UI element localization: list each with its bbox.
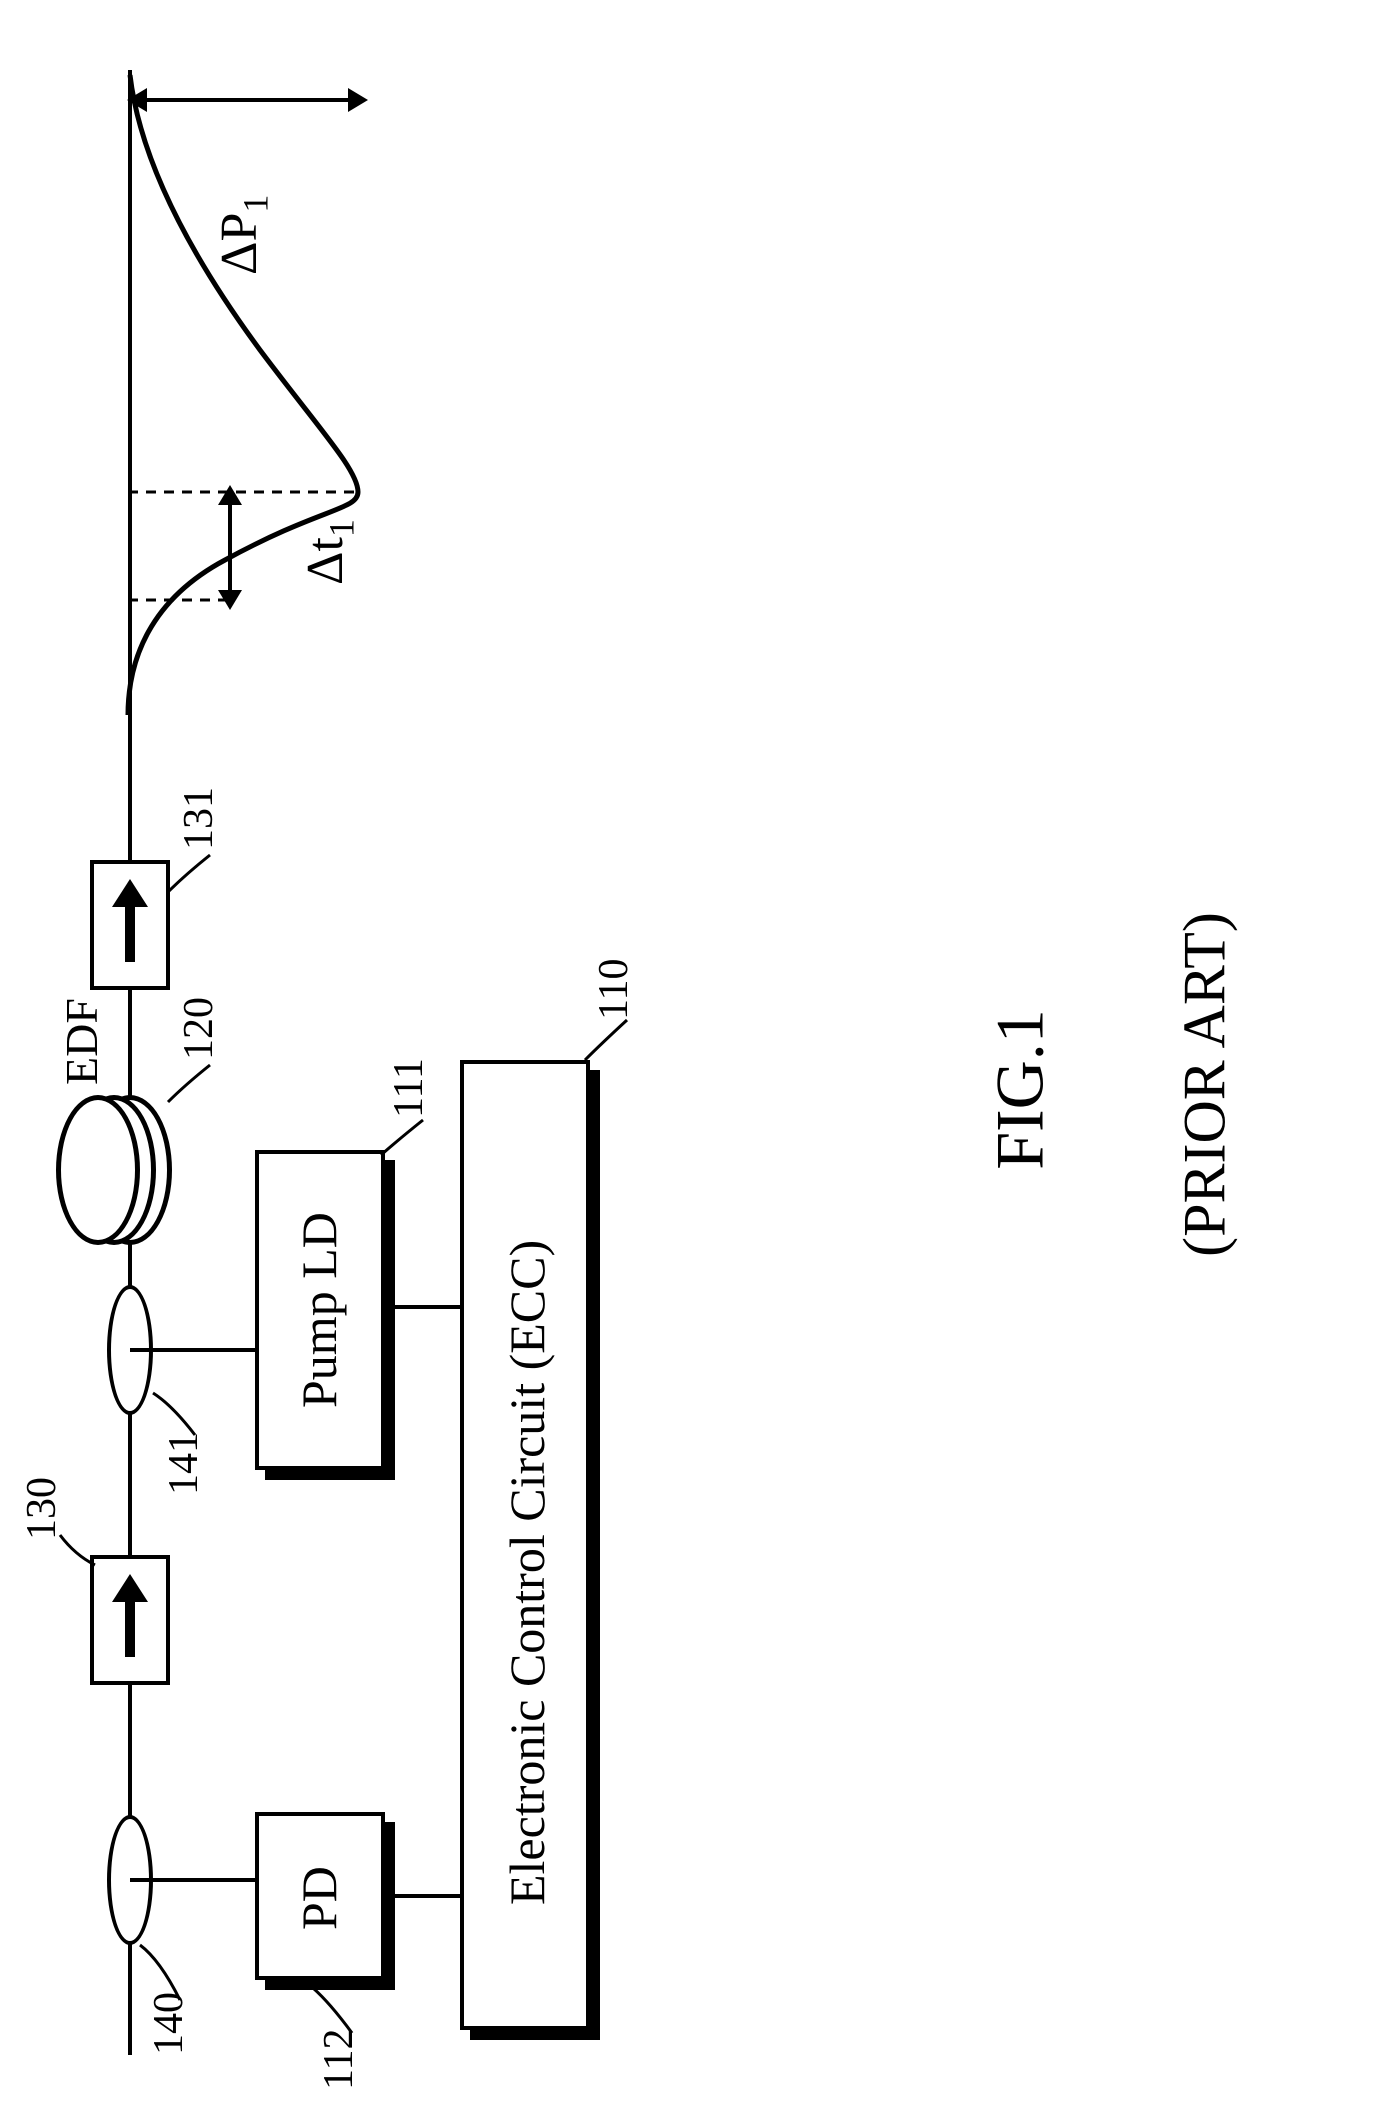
pump-ecc-line	[385, 1305, 460, 1309]
ref-131: 131	[175, 787, 223, 850]
delta-t-sub: 1	[321, 519, 361, 537]
ref-130: 130	[18, 1477, 66, 1540]
coupler-141-tap	[130, 1348, 255, 1352]
pd-label: PD	[290, 1866, 348, 1930]
delta-t-arrow	[200, 480, 260, 615]
isolator-131-arrow	[100, 877, 160, 973]
ref-140: 140	[145, 1992, 193, 2055]
ref-110-leader	[582, 1015, 632, 1065]
coupler-140-tap	[130, 1878, 255, 1882]
ref-131-leader	[165, 850, 215, 900]
edf-coil-1	[56, 1095, 140, 1245]
pump-label: Pump LD	[290, 1212, 348, 1408]
ecc-label: Electronic Control Circuit (ECC)	[498, 1240, 556, 1905]
ref-141: 141	[160, 1432, 208, 1495]
figure-caption-2: (PRIOR ART)	[1171, 785, 1240, 1385]
delta-t-label: Δt1	[296, 519, 362, 585]
ref-110: 110	[590, 959, 638, 1020]
delta-p-sub: 1	[235, 195, 275, 213]
ref-111-leader	[378, 1115, 428, 1160]
edf-label: EDF	[55, 998, 108, 1085]
figure-caption-1: FIG.1	[981, 890, 1060, 1290]
delta-p-label: ΔP1	[210, 195, 276, 275]
transient-curve	[60, 60, 380, 730]
pd-ecc-line	[385, 1894, 460, 1898]
ref-120: 120	[175, 997, 223, 1060]
ref-111: 111	[385, 1058, 433, 1118]
ref-112: 112	[315, 2029, 363, 2090]
ref-120-leader	[165, 1060, 215, 1110]
delta-p-text: ΔP	[211, 213, 268, 275]
isolator-130-arrow	[100, 1572, 160, 1668]
diagram-canvas: 140 130 141 EDF 120 131 PD 112 Pump LD 1…	[0, 0, 1382, 2116]
delta-t-text: Δt	[297, 537, 354, 585]
delta-p-arrow	[120, 70, 375, 130]
